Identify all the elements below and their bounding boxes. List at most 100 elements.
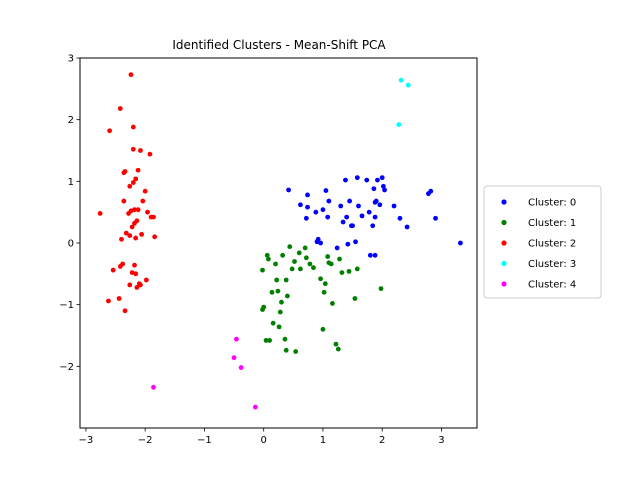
legend-label-cluster-1: Cluster: 1 xyxy=(528,218,576,229)
data-point xyxy=(270,290,275,295)
data-point xyxy=(132,263,137,268)
data-point xyxy=(392,204,397,209)
x-tick-label: −3 xyxy=(79,435,94,446)
legend-label-cluster-3: Cluster: 3 xyxy=(528,259,576,270)
data-point xyxy=(345,242,350,247)
data-point xyxy=(266,257,271,262)
legend-label-cluster-2: Cluster: 2 xyxy=(528,239,576,250)
data-point xyxy=(304,255,309,260)
series-cluster-2 xyxy=(98,72,157,313)
data-point xyxy=(337,257,342,262)
data-point xyxy=(290,267,295,272)
data-point xyxy=(341,220,346,225)
data-point xyxy=(151,215,156,220)
data-point xyxy=(360,213,365,218)
data-point xyxy=(138,148,143,153)
data-point xyxy=(323,281,328,286)
data-point xyxy=(382,188,387,193)
data-point xyxy=(433,216,438,221)
data-point xyxy=(123,169,128,174)
data-point xyxy=(297,250,302,255)
data-point xyxy=(321,207,326,212)
x-tick-label: 3 xyxy=(438,435,444,446)
data-point xyxy=(138,283,143,288)
legend-marker-cluster-0 xyxy=(501,199,506,204)
data-point xyxy=(286,188,291,193)
data-point xyxy=(305,193,310,198)
data-point xyxy=(293,349,298,354)
data-point xyxy=(140,199,145,204)
x-tick-label: −1 xyxy=(197,435,212,446)
data-point xyxy=(121,199,126,204)
data-point xyxy=(123,308,128,313)
data-point xyxy=(324,188,329,193)
data-point xyxy=(292,259,297,264)
data-point xyxy=(379,286,384,291)
legend-label-cluster-0: Cluster: 0 xyxy=(528,198,576,209)
data-point xyxy=(373,215,378,220)
legend-marker-cluster-1 xyxy=(501,220,506,225)
data-point xyxy=(405,225,410,230)
data-point xyxy=(271,321,276,326)
legend-marker-cluster-3 xyxy=(501,261,506,266)
legend-marker-cluster-4 xyxy=(501,281,506,286)
data-point xyxy=(133,271,138,276)
data-point xyxy=(274,278,279,283)
data-point xyxy=(353,239,358,244)
y-tick-label: 0 xyxy=(68,239,74,250)
data-point xyxy=(98,211,103,216)
data-point xyxy=(343,178,348,183)
data-point xyxy=(284,278,289,283)
data-point xyxy=(144,278,149,283)
series-cluster-4 xyxy=(151,337,258,410)
legend-marker-cluster-2 xyxy=(501,240,506,245)
data-point xyxy=(318,276,323,281)
data-point xyxy=(371,186,376,191)
data-point xyxy=(458,241,463,246)
data-point xyxy=(330,301,335,306)
data-point xyxy=(278,310,283,315)
data-point xyxy=(134,218,139,223)
data-point xyxy=(106,299,111,304)
data-point xyxy=(151,385,156,390)
data-point xyxy=(145,210,150,215)
y-tick-label: 2 xyxy=(68,115,74,126)
data-point xyxy=(336,347,341,352)
data-point xyxy=(152,234,157,239)
data-point xyxy=(399,78,404,83)
plot-frame xyxy=(80,58,477,428)
y-tick-label: 3 xyxy=(68,54,74,65)
chart-title: Identified Clusters - Mean-Shift PCA xyxy=(172,38,386,52)
data-point xyxy=(375,178,380,183)
data-point xyxy=(340,270,345,275)
data-point xyxy=(370,223,375,228)
data-point xyxy=(234,337,239,342)
data-point xyxy=(280,253,285,258)
data-point xyxy=(136,168,141,173)
data-point xyxy=(304,216,309,221)
legend-label-cluster-4: Cluster: 4 xyxy=(528,280,576,291)
data-point xyxy=(303,246,308,251)
data-point xyxy=(143,189,148,194)
data-point xyxy=(356,204,361,209)
data-point xyxy=(305,205,310,210)
data-point xyxy=(325,254,330,259)
points-layer xyxy=(98,72,463,409)
data-point xyxy=(313,210,318,215)
data-point xyxy=(308,262,313,267)
data-point xyxy=(364,178,369,183)
data-point xyxy=(131,125,136,130)
data-point xyxy=(287,244,292,249)
legend: Cluster: 0 Cluster: 1 Cluster: 2 Cluster: 3… xyxy=(484,186,601,298)
data-point xyxy=(329,262,334,267)
y-tick-label: −1 xyxy=(59,300,74,311)
data-point xyxy=(276,289,281,294)
ticks-layer: −3 −2 −1 0 1 2 3 −2 −1 0 1 2 3 xyxy=(59,54,444,447)
data-point xyxy=(127,184,132,189)
data-point xyxy=(326,199,331,204)
data-point xyxy=(133,236,138,241)
data-point xyxy=(120,262,125,267)
data-point xyxy=(107,128,112,133)
data-point xyxy=(325,215,330,220)
data-point xyxy=(373,253,378,258)
